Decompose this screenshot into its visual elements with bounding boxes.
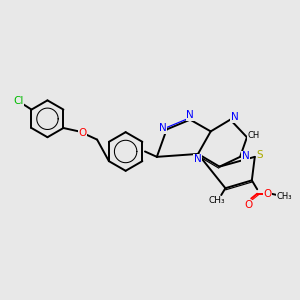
Text: N: N xyxy=(231,112,238,122)
Text: O: O xyxy=(263,189,272,199)
Text: CH₃: CH₃ xyxy=(208,196,225,206)
Text: N: N xyxy=(186,110,194,120)
Text: N: N xyxy=(242,151,249,161)
Text: CH: CH xyxy=(248,131,260,140)
Text: O: O xyxy=(78,128,86,138)
Text: O: O xyxy=(244,200,252,210)
Text: CH₃: CH₃ xyxy=(276,192,292,201)
Text: N: N xyxy=(159,123,167,133)
Text: S: S xyxy=(257,150,263,161)
Text: Cl: Cl xyxy=(13,96,23,106)
Text: N: N xyxy=(194,154,201,164)
